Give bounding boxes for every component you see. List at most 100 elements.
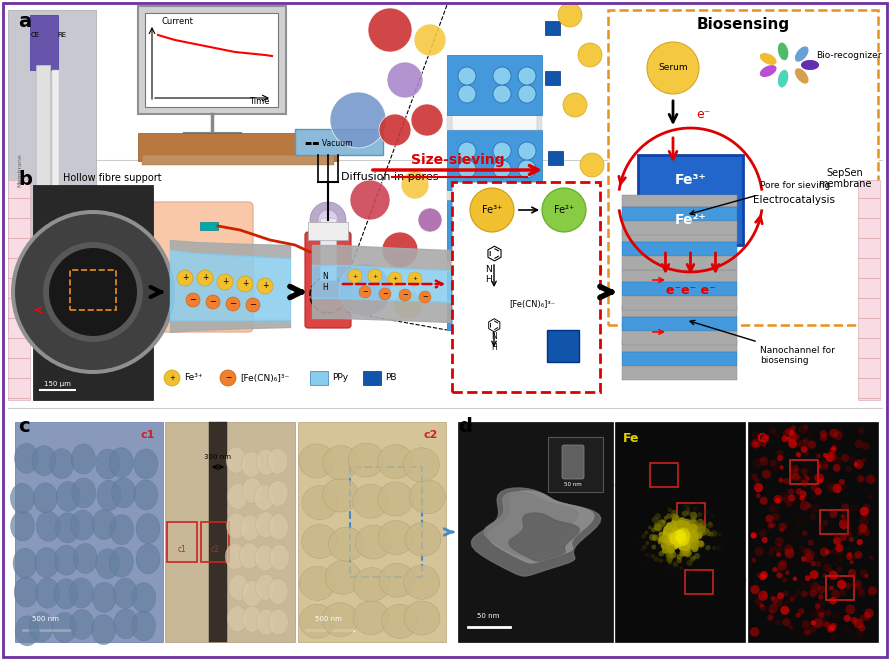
Circle shape: [706, 531, 711, 536]
Circle shape: [458, 160, 476, 178]
Circle shape: [685, 540, 692, 548]
Bar: [145, 13, 278, 107]
Ellipse shape: [268, 609, 288, 635]
Circle shape: [689, 569, 692, 573]
Circle shape: [837, 579, 846, 589]
Ellipse shape: [73, 543, 97, 574]
Circle shape: [665, 539, 672, 546]
Circle shape: [676, 527, 685, 536]
Text: ⌬: ⌬: [486, 244, 503, 263]
Circle shape: [684, 531, 693, 541]
Circle shape: [676, 533, 685, 543]
Circle shape: [801, 631, 807, 637]
Circle shape: [680, 542, 690, 552]
Circle shape: [676, 558, 682, 563]
Circle shape: [692, 528, 697, 534]
Circle shape: [197, 270, 213, 286]
Circle shape: [779, 478, 783, 483]
Circle shape: [839, 589, 846, 597]
Bar: [22, 262, 74, 282]
Circle shape: [663, 530, 672, 539]
Circle shape: [684, 526, 693, 536]
Circle shape: [671, 510, 678, 517]
Circle shape: [804, 425, 809, 430]
Circle shape: [816, 607, 825, 616]
Circle shape: [679, 525, 690, 535]
Circle shape: [690, 512, 697, 519]
Circle shape: [860, 475, 866, 482]
Circle shape: [726, 544, 731, 548]
Circle shape: [518, 300, 536, 318]
Circle shape: [668, 533, 676, 541]
Ellipse shape: [255, 512, 276, 538]
Circle shape: [839, 518, 848, 527]
Bar: [537, 252, 542, 270]
Circle shape: [681, 547, 687, 553]
Circle shape: [493, 230, 511, 248]
Ellipse shape: [11, 511, 35, 541]
Circle shape: [647, 504, 651, 508]
Circle shape: [829, 429, 838, 438]
Text: Diffusion in pores: Diffusion in pores: [341, 172, 439, 182]
Circle shape: [821, 558, 825, 563]
Circle shape: [646, 496, 650, 500]
Text: +: +: [392, 277, 398, 282]
Circle shape: [805, 451, 809, 456]
Circle shape: [691, 542, 699, 550]
Circle shape: [841, 504, 849, 511]
Circle shape: [839, 534, 847, 541]
Circle shape: [804, 626, 809, 632]
Ellipse shape: [377, 445, 414, 478]
Circle shape: [518, 230, 536, 248]
Circle shape: [678, 535, 686, 543]
Circle shape: [669, 533, 680, 544]
Circle shape: [676, 533, 684, 542]
Circle shape: [756, 572, 762, 578]
Circle shape: [789, 625, 793, 630]
Circle shape: [778, 561, 787, 570]
Circle shape: [751, 473, 757, 480]
Circle shape: [704, 573, 708, 577]
Bar: [622, 207, 737, 221]
Circle shape: [647, 562, 651, 566]
Bar: [545, 71, 560, 85]
Circle shape: [837, 484, 843, 490]
Circle shape: [794, 467, 798, 472]
Circle shape: [775, 537, 784, 546]
Circle shape: [631, 495, 635, 499]
Text: Size-sieving: Size-sieving: [411, 153, 505, 167]
Ellipse shape: [801, 60, 819, 70]
Ellipse shape: [405, 522, 441, 556]
Ellipse shape: [299, 604, 336, 638]
Circle shape: [805, 576, 811, 581]
Text: SepSen: SepSen: [827, 168, 863, 178]
Circle shape: [759, 603, 764, 607]
Circle shape: [756, 491, 760, 496]
Circle shape: [859, 524, 868, 533]
Circle shape: [676, 533, 687, 544]
Circle shape: [692, 556, 696, 560]
Circle shape: [673, 562, 678, 567]
Circle shape: [859, 516, 869, 527]
Circle shape: [676, 531, 687, 543]
Circle shape: [668, 531, 676, 539]
Circle shape: [829, 597, 837, 605]
Circle shape: [673, 529, 684, 541]
Circle shape: [857, 475, 864, 482]
Circle shape: [840, 482, 847, 490]
Circle shape: [662, 528, 672, 537]
Bar: [36, 65, 50, 265]
Circle shape: [831, 589, 840, 599]
FancyBboxPatch shape: [608, 10, 878, 325]
Circle shape: [675, 531, 683, 540]
Circle shape: [675, 531, 686, 543]
Circle shape: [795, 493, 803, 500]
Ellipse shape: [35, 548, 59, 578]
Circle shape: [822, 574, 827, 578]
Circle shape: [804, 474, 808, 478]
Circle shape: [801, 479, 808, 487]
Circle shape: [661, 543, 668, 549]
Circle shape: [834, 457, 843, 465]
Bar: [622, 195, 737, 207]
Circle shape: [675, 527, 684, 535]
